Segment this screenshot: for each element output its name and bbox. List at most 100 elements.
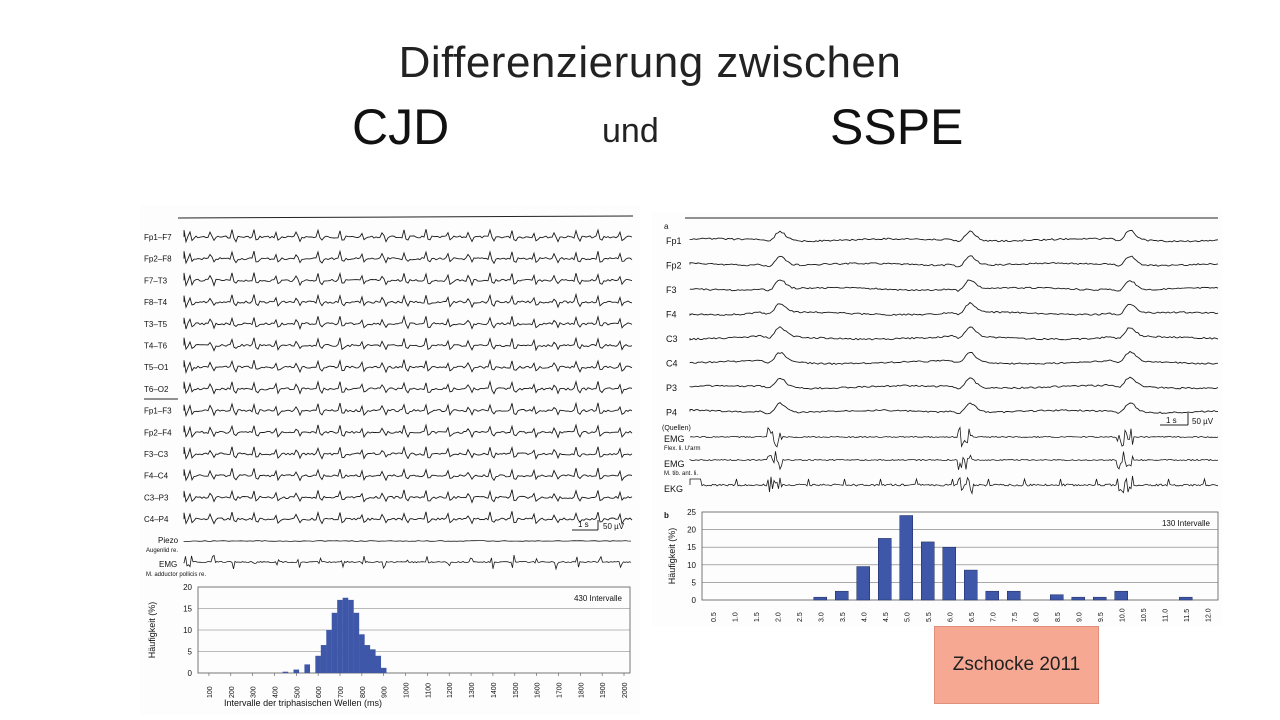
sspe-emg1-sub: Flex. li. U'arm bbox=[664, 446, 700, 452]
hist-xtick: 5.0 bbox=[904, 612, 911, 622]
cjd-channel-label: F8–T4 bbox=[144, 298, 168, 307]
hist-bar bbox=[353, 612, 360, 673]
hist-bar bbox=[320, 645, 327, 673]
hist-bar bbox=[856, 566, 870, 601]
hist-xtick: 1400 bbox=[491, 682, 498, 698]
cjd-eeg-trace bbox=[183, 510, 633, 525]
cjd-eeg-trace bbox=[183, 249, 633, 265]
sspe-panel-a: a bbox=[664, 222, 669, 231]
cjd-emg-label: EMG bbox=[159, 560, 177, 569]
hist-ytick: 20 bbox=[687, 526, 696, 535]
sspe-ekg-label: EKG bbox=[664, 484, 683, 494]
cjd-scale-bar bbox=[572, 520, 599, 531]
hist-xtick: 1900 bbox=[600, 682, 607, 698]
cjd-eeg-trace bbox=[183, 379, 633, 395]
cjd-emg-sub: M. adductor pollicis re. bbox=[146, 572, 206, 578]
sspe-channel-label: Fp1 bbox=[666, 236, 682, 246]
cjd-eeg-trace bbox=[183, 489, 633, 504]
cjd-piezo-sub: Augenlid re. bbox=[146, 548, 178, 554]
sspe-emg2-label: EMG bbox=[664, 459, 685, 469]
slide-title-line1: Differenzierung zwischen bbox=[398, 38, 902, 87]
sspe-panel-b: b bbox=[664, 511, 669, 520]
hist-bar bbox=[964, 569, 978, 601]
hist-xtick: 700 bbox=[338, 686, 345, 698]
hist-xtick: 10.0 bbox=[1119, 608, 1126, 622]
hist-xtick: 2.5 bbox=[797, 612, 804, 622]
hist-xtick: 400 bbox=[272, 686, 279, 698]
hist-xtick: 2000 bbox=[622, 682, 629, 698]
cjd-eeg-trace bbox=[183, 336, 633, 352]
cjd-eeg-trace bbox=[183, 314, 633, 331]
cjd-panel: Fp1–F7 Fp2–F8 F7–T3 F8–T4 T3–T5 T4–T6 T5–O1 T6–… bbox=[140, 205, 640, 715]
hist-xtick: 7.5 bbox=[1012, 612, 1019, 622]
hist-xtick: 1200 bbox=[447, 682, 454, 698]
cjd-channel-label: C4–P4 bbox=[144, 515, 169, 524]
hist-xlabel: Intervalle der triphasischen Wellen (ms) bbox=[224, 698, 382, 708]
sspe-emg-trace bbox=[689, 451, 1219, 471]
sspe-channel-label: F4 bbox=[666, 310, 677, 320]
hist-xtick: 100 bbox=[207, 686, 214, 698]
hist-annotation: 130 Intervalle bbox=[1162, 519, 1211, 528]
hist-xtick: 6.0 bbox=[947, 612, 954, 622]
sspe-traces bbox=[689, 229, 1219, 495]
hist-xtick: 1100 bbox=[425, 683, 432, 698]
hist-bar bbox=[1114, 590, 1128, 601]
hist-xtick: 200 bbox=[229, 686, 236, 698]
hist-ytick: 10 bbox=[183, 626, 192, 635]
hist-bar bbox=[342, 597, 349, 673]
hist-bar bbox=[985, 590, 999, 601]
hist-xtick: 12.0 bbox=[1205, 608, 1212, 622]
hist-bar bbox=[369, 649, 376, 673]
hist-bar bbox=[1050, 594, 1064, 601]
hist-bar bbox=[359, 634, 365, 673]
sspe-scale-bar bbox=[1160, 413, 1189, 426]
hist-bar bbox=[315, 655, 321, 673]
hist-bar bbox=[304, 664, 311, 673]
cjd-piezo-trace bbox=[183, 540, 632, 542]
hist-xtick: 800 bbox=[360, 686, 367, 698]
sspe-eeg-trace bbox=[689, 279, 1219, 293]
hist-xtick: 1.5 bbox=[754, 612, 761, 622]
hist-xtick: 0.5 bbox=[711, 612, 718, 622]
cjd-channel-label: F7–T3 bbox=[144, 276, 168, 285]
hist-ytick: 15 bbox=[183, 605, 192, 614]
hist-annotation: 430 Intervalle bbox=[574, 594, 623, 603]
cjd-eeg-trace bbox=[183, 445, 633, 460]
sspe-eeg-trace bbox=[689, 255, 1219, 268]
cjd-channel-label: T5–O1 bbox=[144, 363, 169, 372]
cjd-emg-trace bbox=[183, 554, 632, 571]
cjd-channel-label: C3–P3 bbox=[144, 493, 169, 502]
title-cjd: CJD bbox=[352, 99, 450, 155]
sspe-channel-label: P3 bbox=[666, 383, 677, 393]
hist-xtick: 6.5 bbox=[969, 612, 976, 622]
hist-bar bbox=[813, 596, 827, 601]
hist-bar bbox=[1071, 596, 1085, 601]
hist-xtick: 3.5 bbox=[840, 612, 847, 622]
hist-xtick: 11.5 bbox=[1184, 609, 1191, 622]
hist-xtick: 7.0 bbox=[990, 612, 997, 622]
sspe-panel: a Fp1 Fp2 F3 F4 C3 C4 P3 P4 (Quellen) 1 s 50 µV… bbox=[652, 212, 1222, 626]
hist-ytick: 0 bbox=[692, 596, 697, 605]
sspe-eeg-trace bbox=[689, 350, 1218, 365]
cjd-scale-time: 1 s bbox=[578, 520, 589, 529]
citation-box: Zschocke 2011 bbox=[934, 626, 1099, 704]
hist-ytick: 5 bbox=[692, 578, 697, 587]
cjd-channel-label: T6–O2 bbox=[144, 385, 169, 394]
sspe-eeg-trace bbox=[689, 229, 1219, 243]
hist-xtick: 11.0 bbox=[1162, 609, 1169, 622]
hist-ylabel: Häufigkeit (%) bbox=[147, 602, 157, 659]
sspe-scale-time: 1 s bbox=[1166, 416, 1177, 425]
cjd-eeg-trace bbox=[183, 271, 633, 288]
hist-xtick: 9.0 bbox=[1076, 612, 1083, 622]
sspe-channel-label: C4 bbox=[666, 359, 678, 369]
cjd-scale-amp: 50 µV bbox=[603, 522, 625, 531]
title-sspe: SSPE bbox=[830, 99, 964, 155]
sspe-eeg-trace bbox=[689, 402, 1219, 415]
hist-xtick: 600 bbox=[316, 686, 323, 698]
hist-ytick: 15 bbox=[687, 543, 696, 552]
cjd-histogram: 0 5 10 15 20 430 Intervalle Häufigkeit (%) 100 2… bbox=[147, 583, 631, 708]
hist-bar bbox=[899, 515, 913, 601]
hist-bar bbox=[878, 538, 892, 601]
hist-xtick: 8.0 bbox=[1033, 612, 1040, 622]
